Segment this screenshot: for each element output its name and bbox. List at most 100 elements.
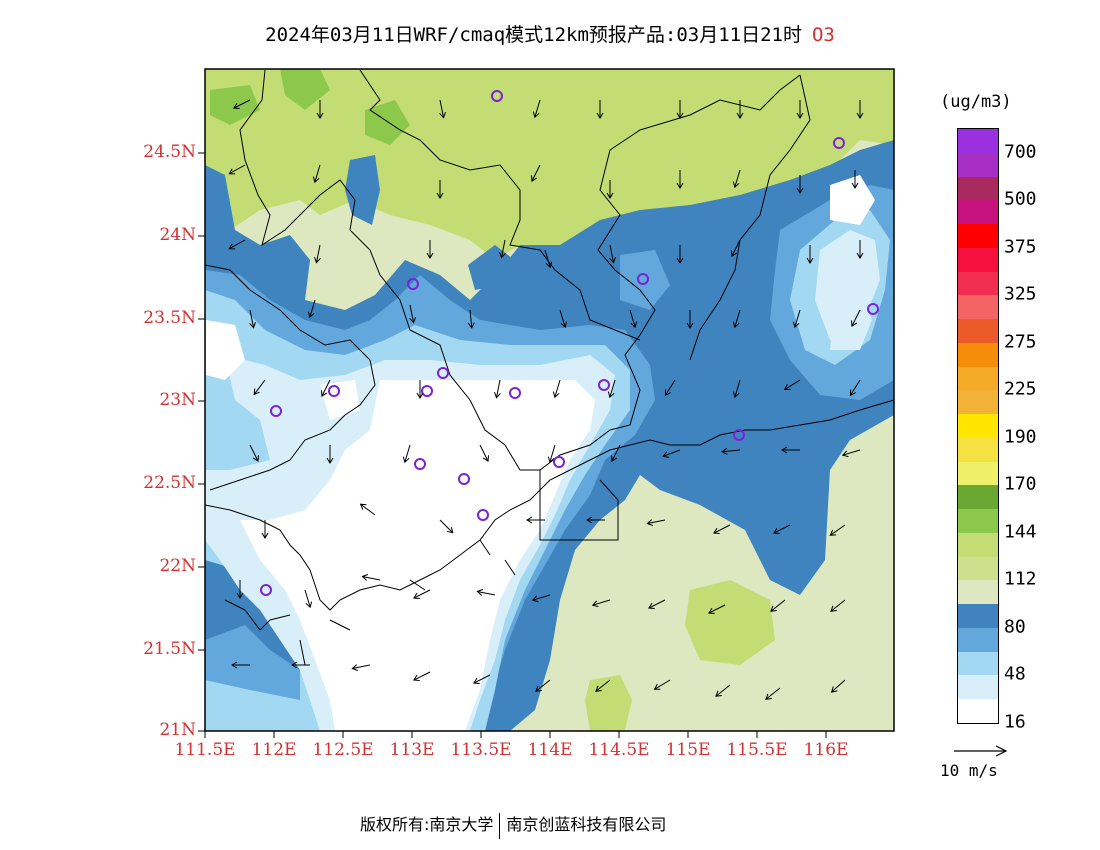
wind-arrow-head — [476, 589, 484, 596]
wind-arrow-head — [609, 256, 616, 264]
legend-swatch — [958, 366, 998, 391]
station-marker — [733, 429, 745, 441]
wind-arrow — [413, 589, 431, 599]
wind-arrow — [409, 304, 415, 323]
wind-arrow-head — [261, 532, 269, 539]
lat-label: 24.5N — [143, 142, 196, 162]
wind-arrow — [794, 309, 801, 328]
wind-arrow-head — [416, 392, 424, 399]
wind-arrow — [648, 599, 666, 609]
wind-arrow-head — [233, 102, 240, 109]
wind-arrow — [229, 164, 246, 175]
wind-arrow-head — [765, 693, 772, 700]
legend-swatch — [958, 461, 998, 486]
station-marker — [421, 385, 433, 397]
legend-swatch — [958, 390, 998, 415]
wind-arrow-head — [736, 112, 744, 119]
lat-label: 23N — [159, 390, 196, 410]
concentration-field — [205, 69, 894, 731]
wind-arrow-head — [531, 175, 538, 182]
station-marker — [477, 509, 489, 521]
legend-label: 325 — [1004, 283, 1037, 305]
station-marker — [260, 584, 272, 596]
wind-arrow-head — [630, 321, 638, 329]
wind-arrow — [829, 524, 846, 536]
lon-label: 116E — [803, 740, 849, 760]
field-white-west — [206, 320, 245, 380]
legend-label: 225 — [1004, 378, 1037, 400]
wind-arrow-head — [770, 605, 777, 612]
legend-swatch — [958, 485, 998, 510]
legend-label: 48 — [1004, 663, 1026, 685]
wind-arrow — [233, 99, 251, 109]
wind-arrow — [734, 379, 741, 398]
wind-arrow-head — [413, 674, 420, 681]
wind-arrow-head — [436, 192, 444, 199]
legend-label: 500 — [1004, 188, 1037, 210]
wind-arrow — [734, 169, 741, 188]
wind-arrow — [842, 449, 861, 456]
wind-arrow — [734, 309, 741, 328]
station-marker — [867, 303, 879, 315]
lat-label: 22N — [159, 556, 196, 576]
wind-arrow-head — [829, 529, 837, 536]
wind-arrow-head — [413, 592, 420, 599]
wind-arrow — [708, 604, 726, 614]
wind-arrow — [479, 444, 489, 462]
wind-arrow-head — [856, 252, 864, 259]
legend-swatch — [958, 556, 998, 581]
legend-swatch — [958, 580, 998, 605]
wind-arrow-head — [783, 384, 791, 391]
wind-arrow — [765, 687, 781, 700]
wind-arrow-head — [321, 390, 328, 397]
wind-arrow — [495, 379, 501, 398]
wind-arrow — [304, 589, 311, 608]
province-border-2 — [359, 69, 641, 341]
legend-label: 144 — [1004, 521, 1037, 543]
wind-arrow-head — [249, 321, 256, 329]
wind-arrow-head — [314, 256, 321, 264]
wind-arrow — [439, 99, 445, 118]
wind-arrow — [534, 99, 541, 118]
wind-arrow-head — [291, 661, 298, 669]
wind-arrow — [362, 575, 381, 581]
wind-arrow-head — [545, 261, 553, 269]
wind-arrow-head — [732, 321, 740, 329]
wind-arrow-head — [316, 112, 324, 119]
station-marker — [833, 137, 845, 149]
wind-arrow — [314, 164, 321, 183]
wind-arrow — [253, 379, 266, 395]
wind-arrow-head — [596, 112, 604, 119]
title-variable: O3 — [811, 24, 835, 46]
wind-arrow-head — [531, 595, 539, 603]
wind-arrow-head — [253, 388, 260, 396]
wind-arrow-head — [595, 685, 602, 692]
wind-arrow — [360, 503, 376, 516]
wind-arrow-head — [781, 446, 788, 454]
wind-arrow-head — [662, 451, 669, 458]
wind-arrow-head — [664, 389, 671, 397]
province-border-3 — [205, 264, 376, 491]
legend-unit: (ug/m3) — [940, 92, 1012, 112]
wind-vectors — [228, 99, 864, 700]
legend-label: 190 — [1004, 426, 1037, 448]
wind-arrow-head — [646, 519, 654, 526]
wind-arrow-head — [446, 526, 454, 534]
reference-vector-arrow — [954, 745, 1008, 757]
wind-arrow-head — [482, 455, 489, 462]
wind-arrow-head — [228, 243, 236, 250]
station-marker — [598, 379, 610, 391]
wind-arrow — [500, 239, 506, 258]
lon-label: 113.5E — [450, 740, 512, 760]
lon-label: 113E — [389, 740, 435, 760]
lat-label: 23.5N — [143, 308, 196, 328]
wind-arrow — [715, 684, 731, 697]
wind-arrow-head — [792, 321, 800, 329]
wind-arrow — [713, 524, 731, 534]
wind-arrow — [647, 519, 666, 525]
wind-arrow-head — [841, 450, 849, 458]
wind-arrow-head — [731, 250, 738, 257]
legend-label: 170 — [1004, 473, 1037, 495]
lon-label: 112E — [251, 740, 297, 760]
station-marker — [437, 367, 449, 379]
